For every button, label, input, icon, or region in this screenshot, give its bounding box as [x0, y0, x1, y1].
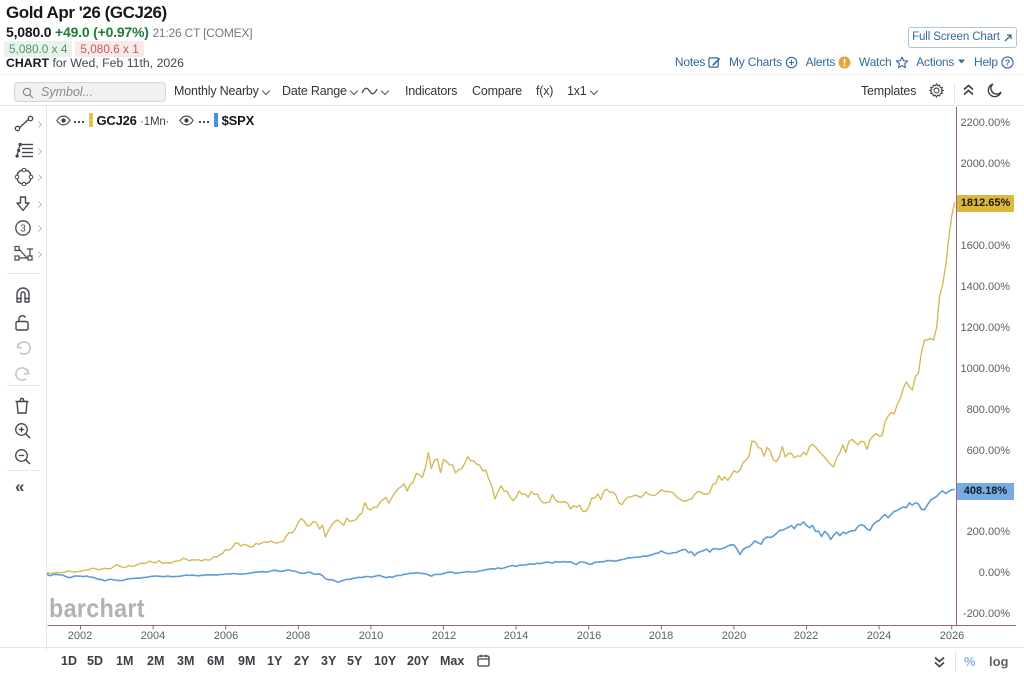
svg-text:3: 3	[20, 224, 26, 235]
svg-text:?: ?	[1005, 57, 1010, 67]
